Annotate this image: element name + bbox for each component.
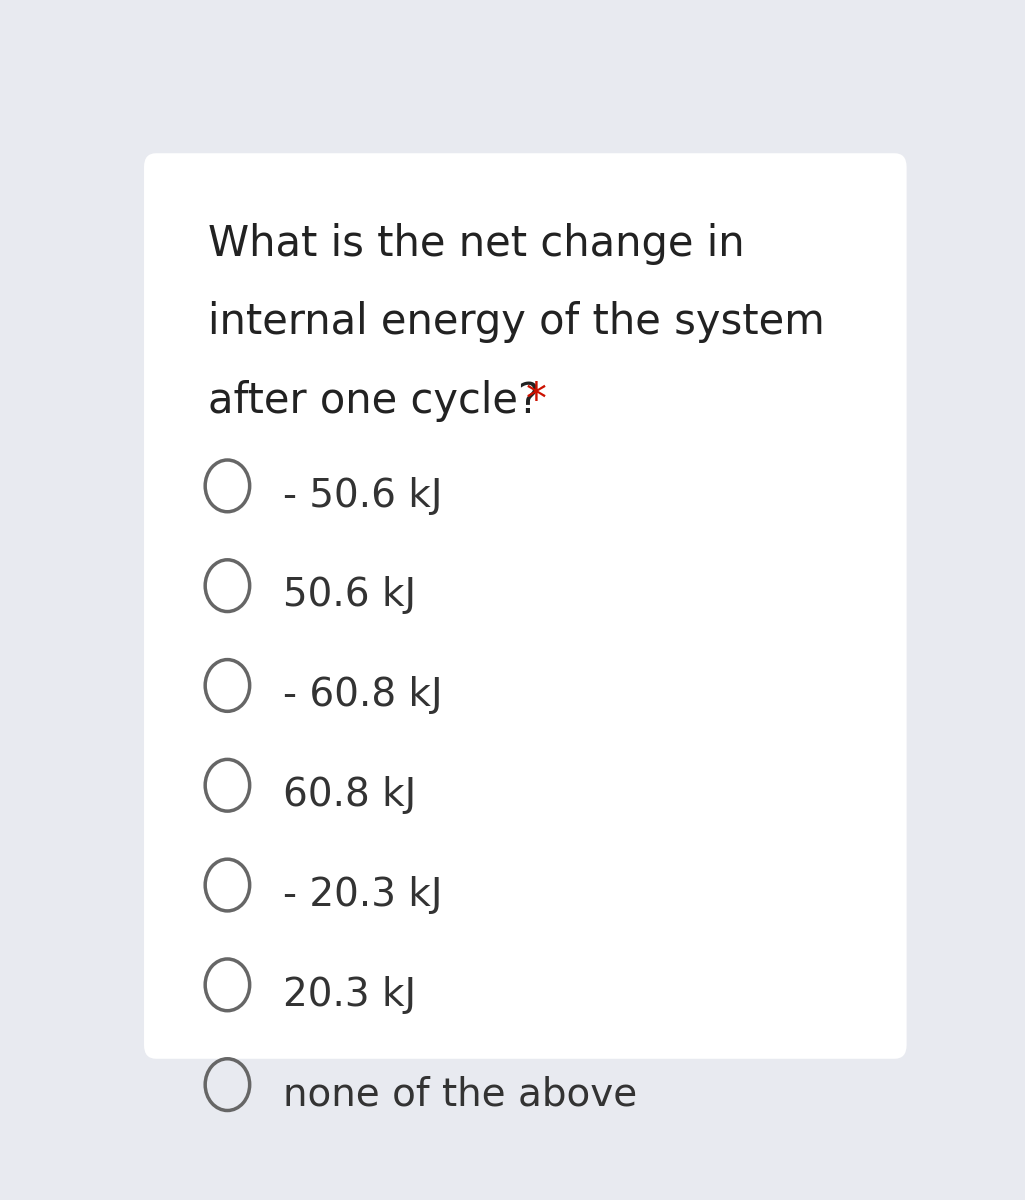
Text: 50.6 kJ: 50.6 kJ xyxy=(283,576,416,614)
FancyBboxPatch shape xyxy=(144,154,907,1058)
Text: 60.8 kJ: 60.8 kJ xyxy=(283,776,416,814)
Text: - 50.6 kJ: - 50.6 kJ xyxy=(283,476,443,515)
Text: - 20.3 kJ: - 20.3 kJ xyxy=(283,876,443,914)
Text: after one cycle?: after one cycle? xyxy=(207,379,552,421)
Text: none of the above: none of the above xyxy=(283,1075,638,1114)
Text: *: * xyxy=(526,379,546,421)
Text: What is the net change in: What is the net change in xyxy=(207,222,744,264)
Text: after one cycle?: after one cycle? xyxy=(207,379,552,421)
Text: internal energy of the system: internal energy of the system xyxy=(207,301,824,343)
Text: 20.3 kJ: 20.3 kJ xyxy=(283,976,416,1014)
Text: - 60.8 kJ: - 60.8 kJ xyxy=(283,677,443,714)
